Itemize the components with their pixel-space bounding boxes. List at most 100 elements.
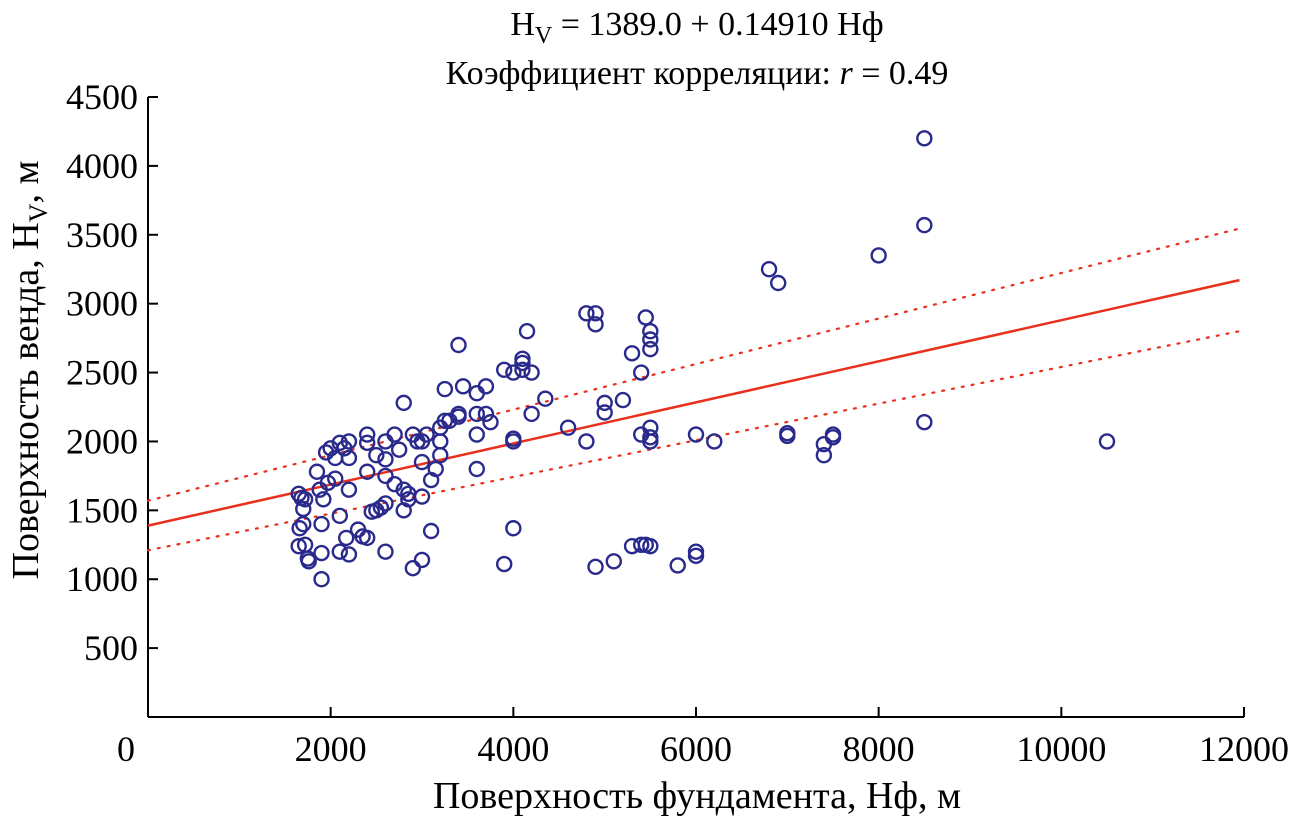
y-tick-label: 3500 — [66, 215, 138, 255]
axes — [147, 97, 1244, 718]
data-point — [505, 520, 522, 537]
data-point — [614, 391, 632, 409]
data-point — [468, 426, 485, 443]
x-tick-label: 10000 — [1016, 729, 1106, 769]
data-point — [390, 441, 408, 458]
data-point — [331, 507, 348, 525]
data-point — [432, 447, 449, 464]
data-point — [779, 427, 796, 445]
data-point — [587, 558, 604, 576]
data-point — [642, 433, 659, 450]
data-points — [290, 130, 1116, 588]
data-point — [496, 361, 513, 378]
data-point — [377, 451, 394, 468]
data-point — [290, 537, 307, 555]
data-point — [637, 309, 654, 326]
data-point — [468, 460, 485, 478]
data-point — [870, 247, 887, 264]
data-point — [669, 557, 686, 574]
y-tick-label: 3000 — [66, 284, 138, 324]
data-point — [578, 305, 595, 322]
data-point — [642, 340, 659, 358]
equation-body: = 1389.0 + 0.14910 Нф — [552, 6, 883, 43]
data-point — [413, 453, 431, 471]
data-point — [313, 515, 330, 533]
y-tick-label: 2500 — [66, 353, 138, 393]
y-axis-ticks: 500 1000 1500 2000 2500 3000 3500 4000 4500 — [66, 77, 158, 668]
data-point — [605, 553, 622, 570]
confidence-upper-line — [146, 227, 1241, 502]
data-point — [482, 413, 499, 431]
data-point — [523, 364, 540, 381]
data-point — [916, 216, 933, 234]
x-axis-ticks: 0 2000 4000 6000 8000 10000 12000 — [117, 707, 1289, 769]
correlation-text: Коэффициент корреляции: — [446, 55, 840, 92]
correlation-symbol: r — [839, 55, 853, 92]
data-point — [315, 491, 332, 508]
data-point — [295, 515, 312, 533]
data-point — [824, 429, 842, 446]
data-point — [340, 481, 358, 498]
data-point — [916, 130, 933, 147]
data-point — [296, 491, 314, 508]
data-point — [623, 345, 641, 362]
x-tick-label: 8000 — [843, 729, 915, 769]
data-point — [308, 463, 326, 480]
data-point — [642, 537, 659, 555]
y-tick-label: 1000 — [66, 559, 138, 599]
data-point — [706, 433, 723, 450]
correlation-coefficient: Коэффициент корреляции: r = 0.49 — [446, 55, 949, 92]
x-tick-label: 6000 — [660, 729, 732, 769]
data-point — [1098, 433, 1116, 450]
equation-subscript: V — [535, 23, 553, 49]
regression-equation: HV = 1389.0 + 0.14910 Нф — [510, 6, 883, 49]
data-point — [514, 361, 531, 378]
data-point — [450, 336, 467, 354]
data-point — [916, 413, 933, 431]
data-point — [368, 447, 385, 464]
data-point — [815, 447, 833, 464]
y-tick-label: 2000 — [66, 421, 138, 461]
data-point — [359, 463, 376, 480]
y-axis-label-subscript: V — [24, 203, 53, 222]
data-point — [514, 354, 531, 372]
data-point — [386, 426, 403, 443]
data-point — [477, 378, 495, 395]
data-point — [413, 551, 431, 569]
x-tick-label: 12000 — [1199, 729, 1289, 769]
data-point — [596, 404, 613, 421]
chart-title: HV = 1389.0 + 0.14910 Нф Коэффициент кор… — [446, 6, 949, 92]
data-point — [340, 546, 358, 563]
data-point — [587, 305, 604, 322]
equation-symbol: H — [510, 6, 535, 43]
y-axis-label: Поверхность венда, HV, м — [5, 160, 53, 579]
data-point — [372, 499, 390, 516]
data-point — [642, 331, 659, 348]
data-point — [331, 543, 348, 560]
y-axis-label-suffix: , м — [5, 160, 47, 203]
data-point — [340, 449, 358, 467]
data-point — [596, 394, 613, 412]
data-point — [518, 323, 536, 340]
x-axis-label: Поверхность фундамента, Нф, м — [433, 775, 961, 817]
x-tick-label: 2000 — [295, 729, 367, 769]
data-point — [340, 433, 358, 450]
y-tick-label: 1500 — [66, 490, 138, 530]
data-point — [395, 481, 412, 498]
data-point — [313, 571, 330, 588]
data-point — [436, 380, 454, 398]
data-point — [395, 394, 412, 412]
y-tick-label: 4000 — [66, 146, 138, 186]
data-point — [587, 316, 604, 333]
data-point — [537, 390, 554, 407]
data-point — [468, 405, 485, 423]
x-tick-label: 0 — [117, 729, 135, 769]
correlation-value: = 0.49 — [853, 55, 949, 92]
data-point — [450, 408, 467, 425]
data-point — [432, 433, 449, 450]
data-point — [578, 433, 595, 450]
data-point — [337, 529, 355, 547]
data-point — [633, 536, 650, 553]
data-point — [523, 405, 540, 423]
